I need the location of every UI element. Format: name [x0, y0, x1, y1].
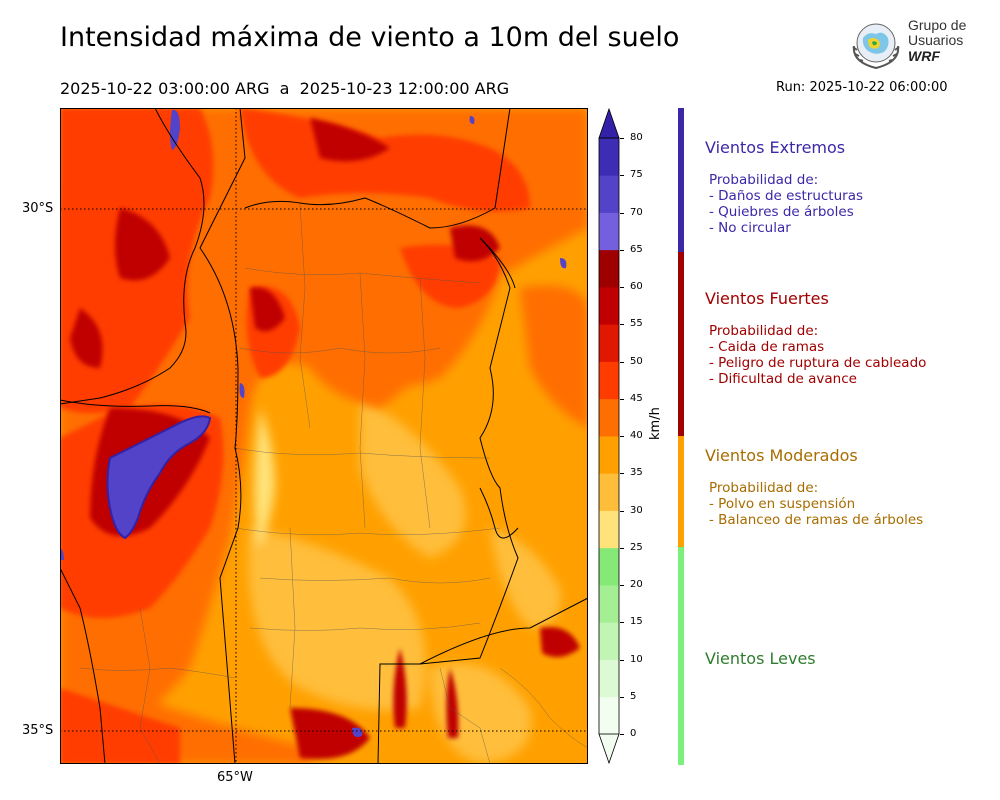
colorbar-tick-mark	[620, 138, 624, 139]
category-title: Vientos Extremos	[705, 138, 846, 157]
colorbar-tick-mark	[620, 622, 624, 624]
colorbar-tick-mark	[620, 659, 624, 661]
colorbar-tick-mark	[620, 324, 624, 326]
colorbar-swatch	[599, 696, 619, 735]
map-frame	[60, 108, 588, 764]
category-description-item: - Polvo en suspensión	[709, 496, 856, 512]
logo-line-2: Usuarios	[908, 32, 964, 48]
category-stripe	[678, 547, 684, 765]
category-stripe	[678, 108, 684, 252]
category-description-item: - Dificultad de avance	[709, 371, 857, 387]
colorbar-tick-mark	[620, 175, 624, 177]
colorbar-swatch	[599, 324, 619, 362]
colorbar-tick-label: 80	[630, 132, 643, 143]
colorbar-swatch	[599, 138, 619, 176]
category-description-header: Probabilidad de:	[709, 172, 819, 188]
colorbar-tick-label: 50	[630, 355, 643, 367]
colorbar-tick-mark	[620, 510, 624, 512]
colorbar-tick-label: 45	[630, 392, 643, 404]
colorbar-swatch	[599, 473, 619, 511]
forecast-period: 2025-10-22 03:00:00 ARG a 2025-10-23 12:…	[60, 79, 510, 98]
colorbar-tick-mark	[620, 547, 624, 549]
colorbar-swatch	[599, 249, 619, 288]
colorbar-tick-label: 75	[630, 169, 643, 181]
colorbar-swatch	[599, 212, 619, 251]
colorbar-tick-label: 60	[630, 281, 643, 292]
colorbar-swatch	[599, 547, 619, 586]
colorbar-swatch	[599, 287, 619, 325]
colorbar-tick-mark	[620, 436, 624, 437]
category-description: Probabilidad de: - Polvo en suspensión - B…	[709, 480, 923, 528]
colorbar-frame	[598, 137, 620, 735]
colorbar-tick-label: 25	[630, 541, 643, 553]
category-stripe	[678, 436, 684, 547]
colorbar-swatch	[599, 622, 619, 660]
category-description-header: Probabilidad de:	[709, 480, 819, 496]
colorbar-swatch	[599, 175, 619, 213]
colorbar-tick-label: 20	[630, 579, 643, 590]
logo-line-3: WRF	[908, 48, 940, 64]
globe-icon	[852, 23, 900, 70]
colorbar-tick-mark	[620, 585, 624, 586]
category-description: Probabilidad de: - Daños de estructuras - …	[709, 172, 863, 236]
colorbar-swatch	[599, 436, 619, 474]
colorbar-extend-high	[598, 107, 620, 139]
colorbar-tick-label: 55	[630, 318, 643, 330]
colorbar-tick-mark	[620, 696, 624, 698]
category-description-item: - Caida de ramas	[709, 339, 825, 355]
colorbar-tick-mark	[620, 734, 624, 735]
category-description-item: - Balanceo de ramas de árboles	[709, 512, 924, 528]
logo-line-1: Grupo de	[908, 17, 967, 33]
grupo-usuarios-wrf-logo: Grupo de Usuarios WRF	[848, 16, 978, 72]
category-description-item: - Peligro de ruptura de cableado	[709, 355, 927, 371]
country-borders	[60, 108, 588, 764]
colorbar-unit: km/h	[648, 407, 663, 440]
colorbar-tick-label: 65	[630, 243, 643, 255]
colorbar-tick-mark	[620, 287, 624, 288]
category-title: Vientos Leves	[705, 649, 816, 668]
colorbar-swatches	[598, 107, 620, 765]
colorbar-tick-label: 70	[630, 206, 643, 218]
category-title: Vientos Moderados	[705, 446, 858, 465]
page-title: Intensidad máxima de viento a 10m del su…	[60, 22, 680, 53]
colorbar-tick-label: 5	[630, 690, 637, 702]
colorbar-tick-mark	[620, 361, 624, 363]
wind-zone-extreme	[60, 109, 567, 737]
colorbar-tick-label: 10	[630, 653, 643, 665]
colorbar-tick-label: 15	[630, 616, 643, 628]
category-description-item: - Quiebres de árboles	[709, 204, 854, 220]
colorbar-tick-label: 40	[630, 430, 643, 441]
colorbar-tick-mark	[620, 212, 624, 214]
lat-label-35s: 35°S	[22, 723, 54, 738]
lon-label-65w: 65°W	[217, 770, 253, 785]
run-timestamp: Run: 2025-10-22 06:00:00	[776, 80, 948, 95]
lat-label-30s: 30°S	[22, 201, 54, 216]
category-title: Vientos Fuertes	[705, 289, 829, 308]
colorbar-swatch	[599, 361, 619, 400]
colorbar-swatch	[599, 510, 619, 549]
department-borders	[79, 202, 588, 764]
colorbar-tick-mark	[620, 249, 624, 251]
colorbar-tick-mark	[620, 398, 624, 400]
colorbar-swatch	[599, 398, 619, 437]
colorbar-extend-low	[598, 733, 620, 765]
category-description-item: - No circular	[709, 220, 791, 236]
colorbar	[598, 107, 620, 765]
colorbar-tick-mark	[620, 473, 624, 475]
category-description: Probabilidad de: - Caida de ramas - Peligr…	[709, 323, 926, 387]
colorbar-swatch	[599, 659, 619, 698]
category-description-header: Probabilidad de:	[709, 323, 819, 339]
graticule	[60, 108, 588, 764]
colorbar-tick-label: 35	[630, 467, 643, 479]
category-description-item: - Daños de estructuras	[709, 188, 864, 204]
colorbar-tick-label: 30	[630, 504, 643, 516]
colorbar-tick-label: 0	[630, 728, 637, 739]
colorbar-swatch	[599, 585, 619, 623]
wind-map	[60, 108, 588, 764]
category-stripe	[678, 252, 684, 436]
wind-field-map	[60, 108, 588, 764]
